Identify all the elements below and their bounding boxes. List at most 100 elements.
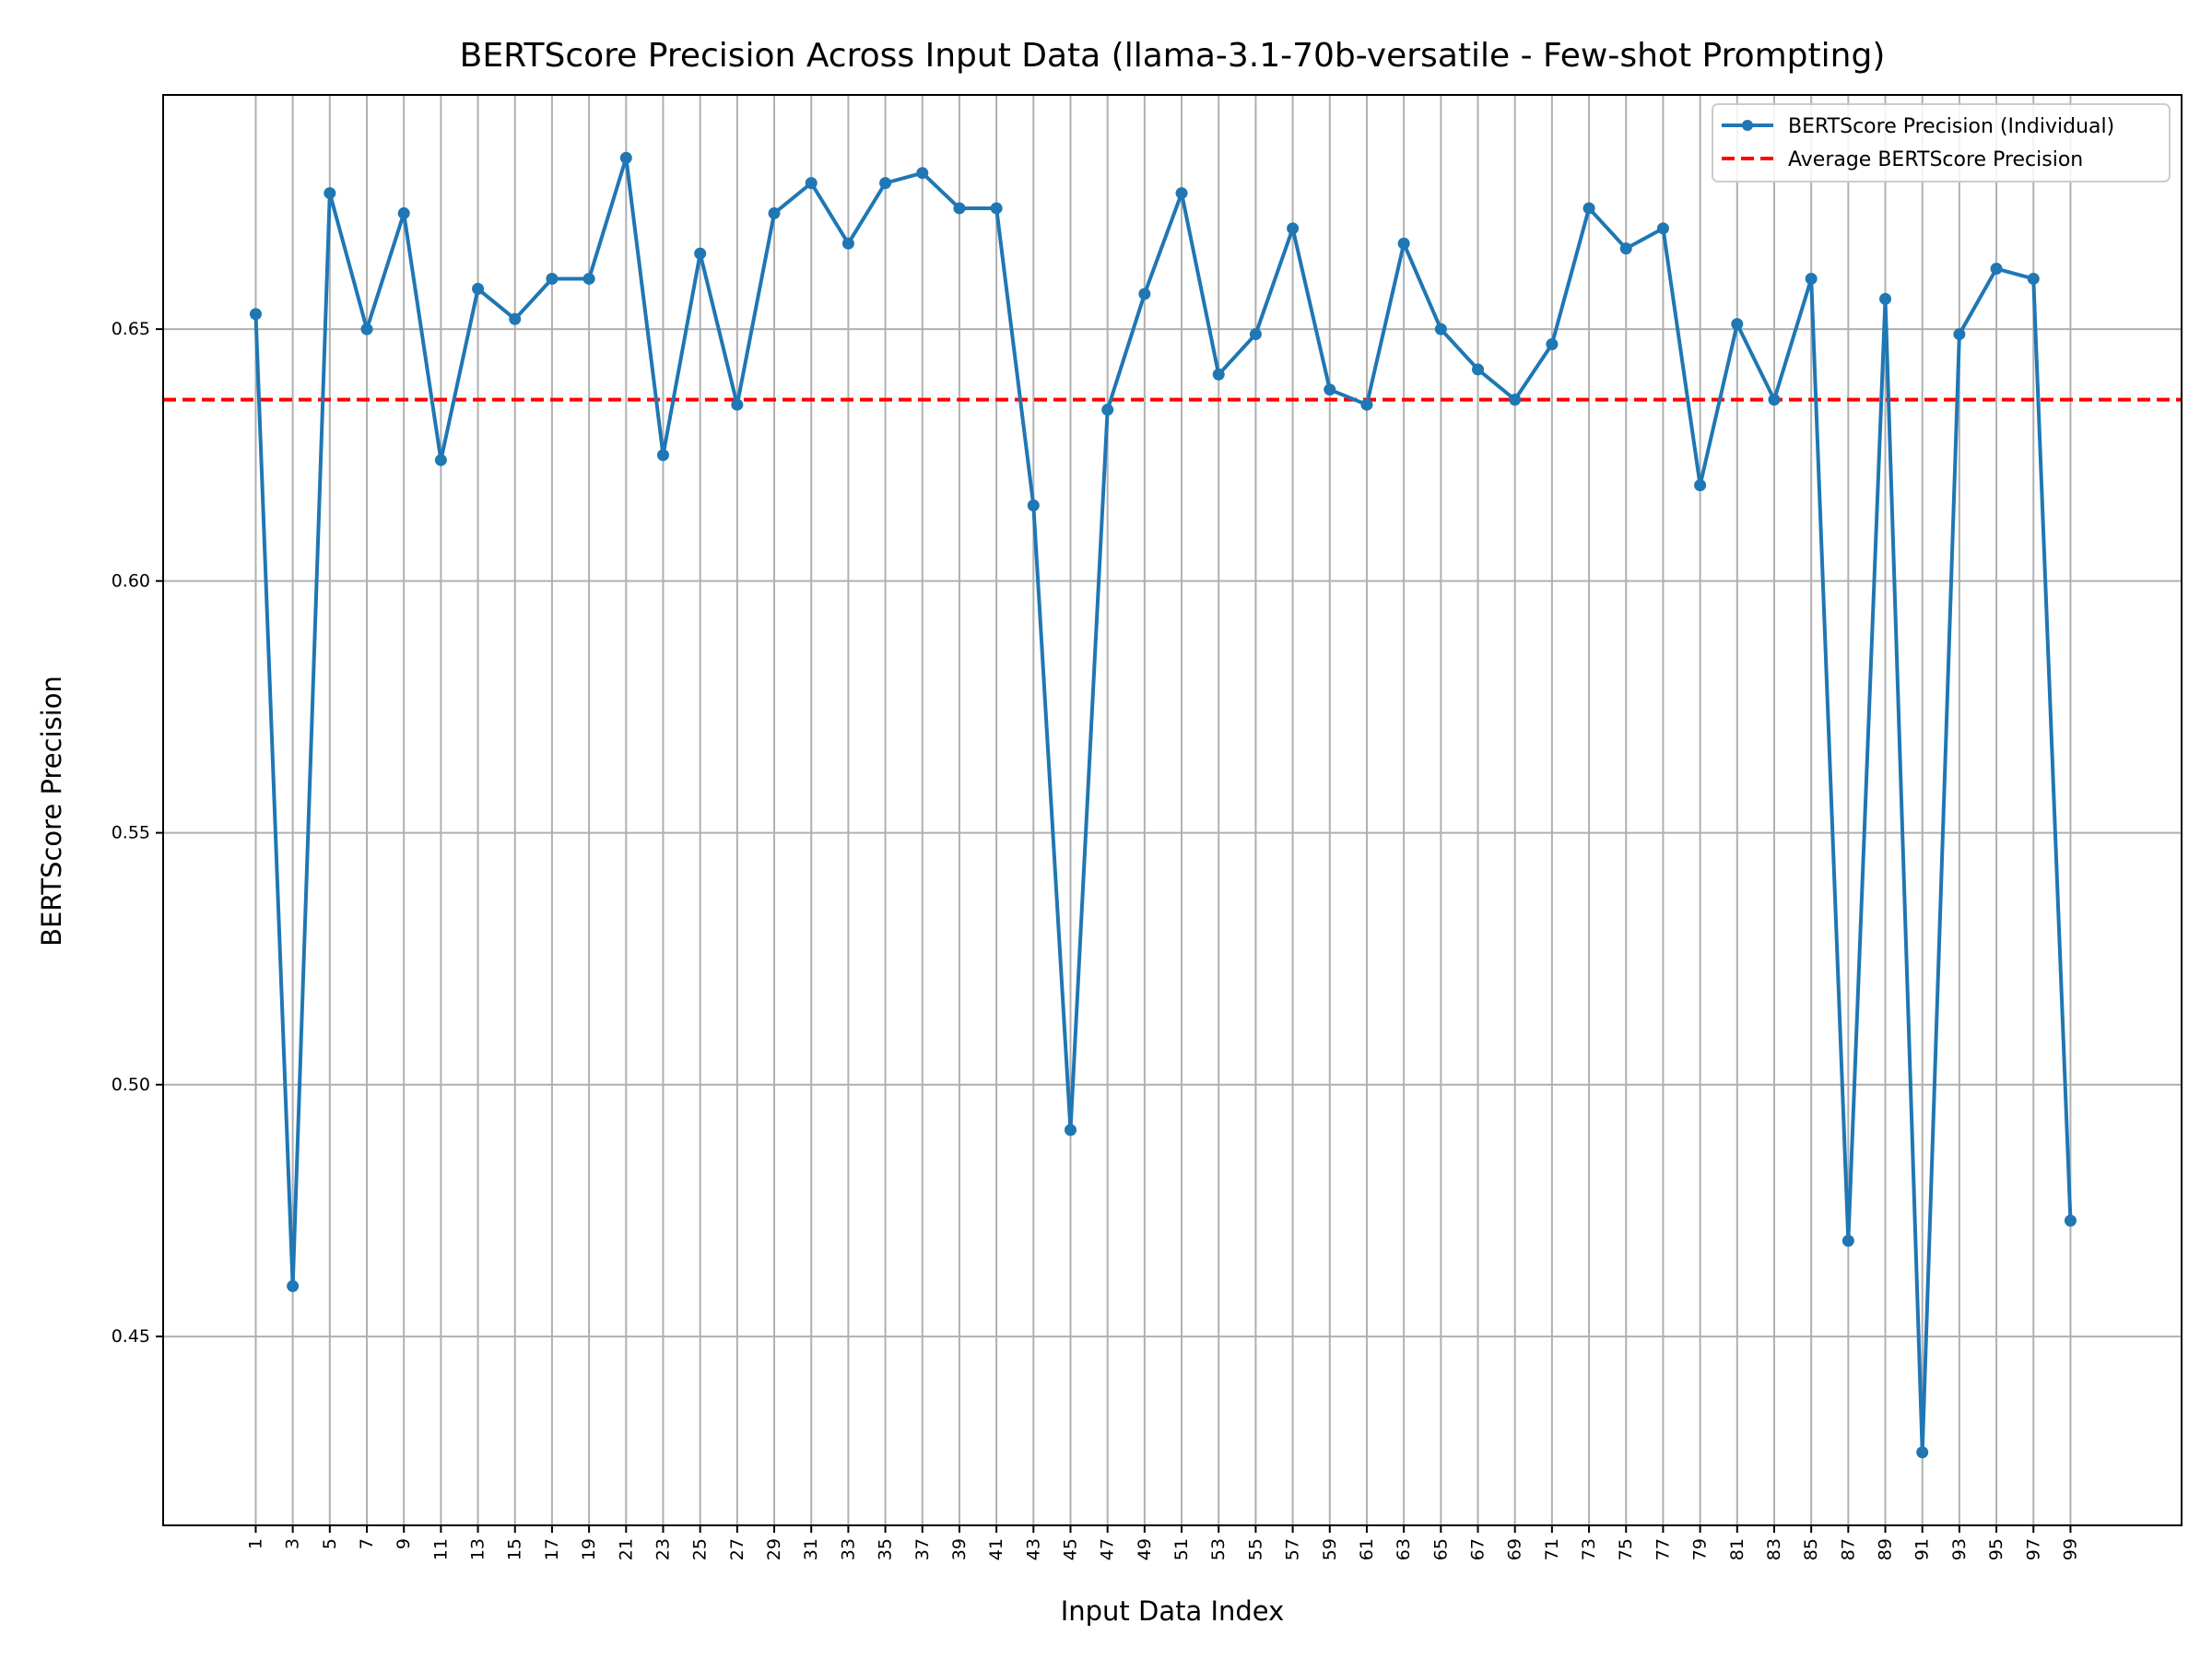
x-tick-label: 21 [616, 1538, 636, 1560]
data-point [1990, 263, 2003, 276]
data-point [1138, 288, 1151, 300]
legend-marker-individual [1742, 120, 1753, 131]
x-tick-label: 19 [579, 1538, 599, 1560]
data-point [509, 312, 522, 325]
data-point [1731, 318, 1744, 331]
x-tick-label: 37 [912, 1538, 933, 1560]
y-tick-label: 0.65 [112, 319, 150, 339]
grid [163, 95, 2182, 1525]
legend-box [1712, 103, 2171, 182]
data-point [397, 206, 410, 219]
x-tick-label: 33 [838, 1538, 858, 1560]
y-tick-label: 0.50 [112, 1075, 150, 1095]
x-tick-label: 13 [468, 1538, 488, 1560]
data-point [546, 272, 559, 285]
x-tick-label: 49 [1135, 1538, 1155, 1560]
data-point [1953, 328, 1966, 341]
data-point [472, 282, 485, 295]
x-tick-label: 3 [283, 1538, 303, 1549]
data-point [916, 167, 929, 180]
data-point [1324, 383, 1336, 396]
x-tick-label: 39 [949, 1538, 970, 1560]
x-tick-label: 5 [320, 1538, 340, 1549]
y-tick-label: 0.55 [112, 823, 150, 843]
chart-title: BERTScore Precision Across Input Data (l… [460, 37, 1886, 75]
x-tick-label: 89 [1876, 1538, 1896, 1560]
x-tick-label: 1 [245, 1538, 265, 1549]
x-tick-label: 63 [1394, 1538, 1414, 1560]
x-tick-label: 97 [2023, 1538, 2043, 1560]
x-tick-label: 45 [1060, 1538, 1080, 1560]
x-tick-label: 53 [1208, 1538, 1229, 1560]
series-layer [249, 151, 2077, 1459]
data-point [1583, 202, 1595, 215]
data-point [879, 177, 892, 190]
x-tick-label: 41 [986, 1538, 1006, 1560]
data-point [1805, 272, 1818, 285]
data-point [694, 247, 707, 260]
x-tick-label: 27 [727, 1538, 747, 1560]
data-point [1656, 222, 1669, 235]
data-point [1619, 242, 1632, 255]
data-point [841, 237, 854, 250]
data-point [1546, 338, 1559, 351]
data-point [1768, 394, 1781, 406]
x-tick-label: 65 [1430, 1538, 1451, 1560]
data-point [1397, 237, 1410, 250]
data-point [1287, 222, 1300, 235]
x-tick-label: 35 [876, 1538, 896, 1560]
x-tick-label: 85 [1801, 1538, 1821, 1560]
x-tick-label: 75 [1616, 1538, 1636, 1560]
x-tick-label: 23 [653, 1538, 673, 1560]
legend-label-average: Average BERTScore Precision [1788, 148, 2083, 171]
x-tick-label: 25 [690, 1538, 711, 1560]
x-tick-label: 77 [1653, 1538, 1673, 1560]
data-point [1509, 394, 1522, 406]
x-tick-label: 51 [1171, 1538, 1192, 1560]
x-tick-label: 29 [764, 1538, 784, 1560]
x-tick-label: 15 [505, 1538, 525, 1560]
x-tick-label: 11 [430, 1538, 451, 1560]
data-point [1879, 292, 1892, 305]
data-point [990, 202, 1003, 215]
ticks: 1 3 5 7 9 11 13 15 17 19 21 23 25 27 29 31 33 35 37 39 41 43 4… [112, 319, 2081, 1560]
x-tick-label: 17 [542, 1538, 562, 1560]
x-tick-label: 73 [1579, 1538, 1599, 1560]
data-point [953, 202, 966, 215]
series-line-individual [253, 156, 2073, 1454]
data-point [1694, 479, 1707, 492]
data-point [249, 308, 262, 321]
data-point [1212, 368, 1225, 381]
x-tick-label: 91 [1912, 1538, 1933, 1560]
data-point [1249, 328, 1262, 341]
data-point [1101, 404, 1114, 417]
x-tick-label: 59 [1320, 1538, 1340, 1560]
plot-frame [162, 94, 2183, 1526]
x-tick-label: 31 [801, 1538, 821, 1560]
x-tick-label: 7 [357, 1538, 377, 1549]
x-tick-label: 79 [1690, 1538, 1711, 1560]
data-point [360, 323, 373, 335]
data-point [805, 177, 818, 190]
x-tick-label: 83 [1764, 1538, 1784, 1560]
data-point [287, 1279, 300, 1292]
x-axis-label: Input Data Index [1061, 1595, 1285, 1627]
data-point [619, 151, 632, 164]
x-tick-label: 87 [1838, 1538, 1858, 1560]
data-point [1472, 363, 1485, 376]
x-tick-label: 47 [1098, 1538, 1118, 1560]
data-point [582, 272, 595, 285]
data-point [1841, 1234, 1854, 1247]
data-point [1434, 323, 1447, 335]
data-point [1916, 1446, 1929, 1459]
y-tick-label: 0.45 [112, 1326, 150, 1347]
data-point [768, 206, 781, 219]
legend-label-individual: BERTScore Precision (Individual) [1788, 115, 2114, 138]
x-tick-label: 81 [1727, 1538, 1747, 1560]
x-tick-label: 55 [1245, 1538, 1265, 1560]
data-point [656, 449, 669, 462]
x-tick-label: 69 [1505, 1538, 1525, 1560]
data-point [1360, 398, 1373, 411]
